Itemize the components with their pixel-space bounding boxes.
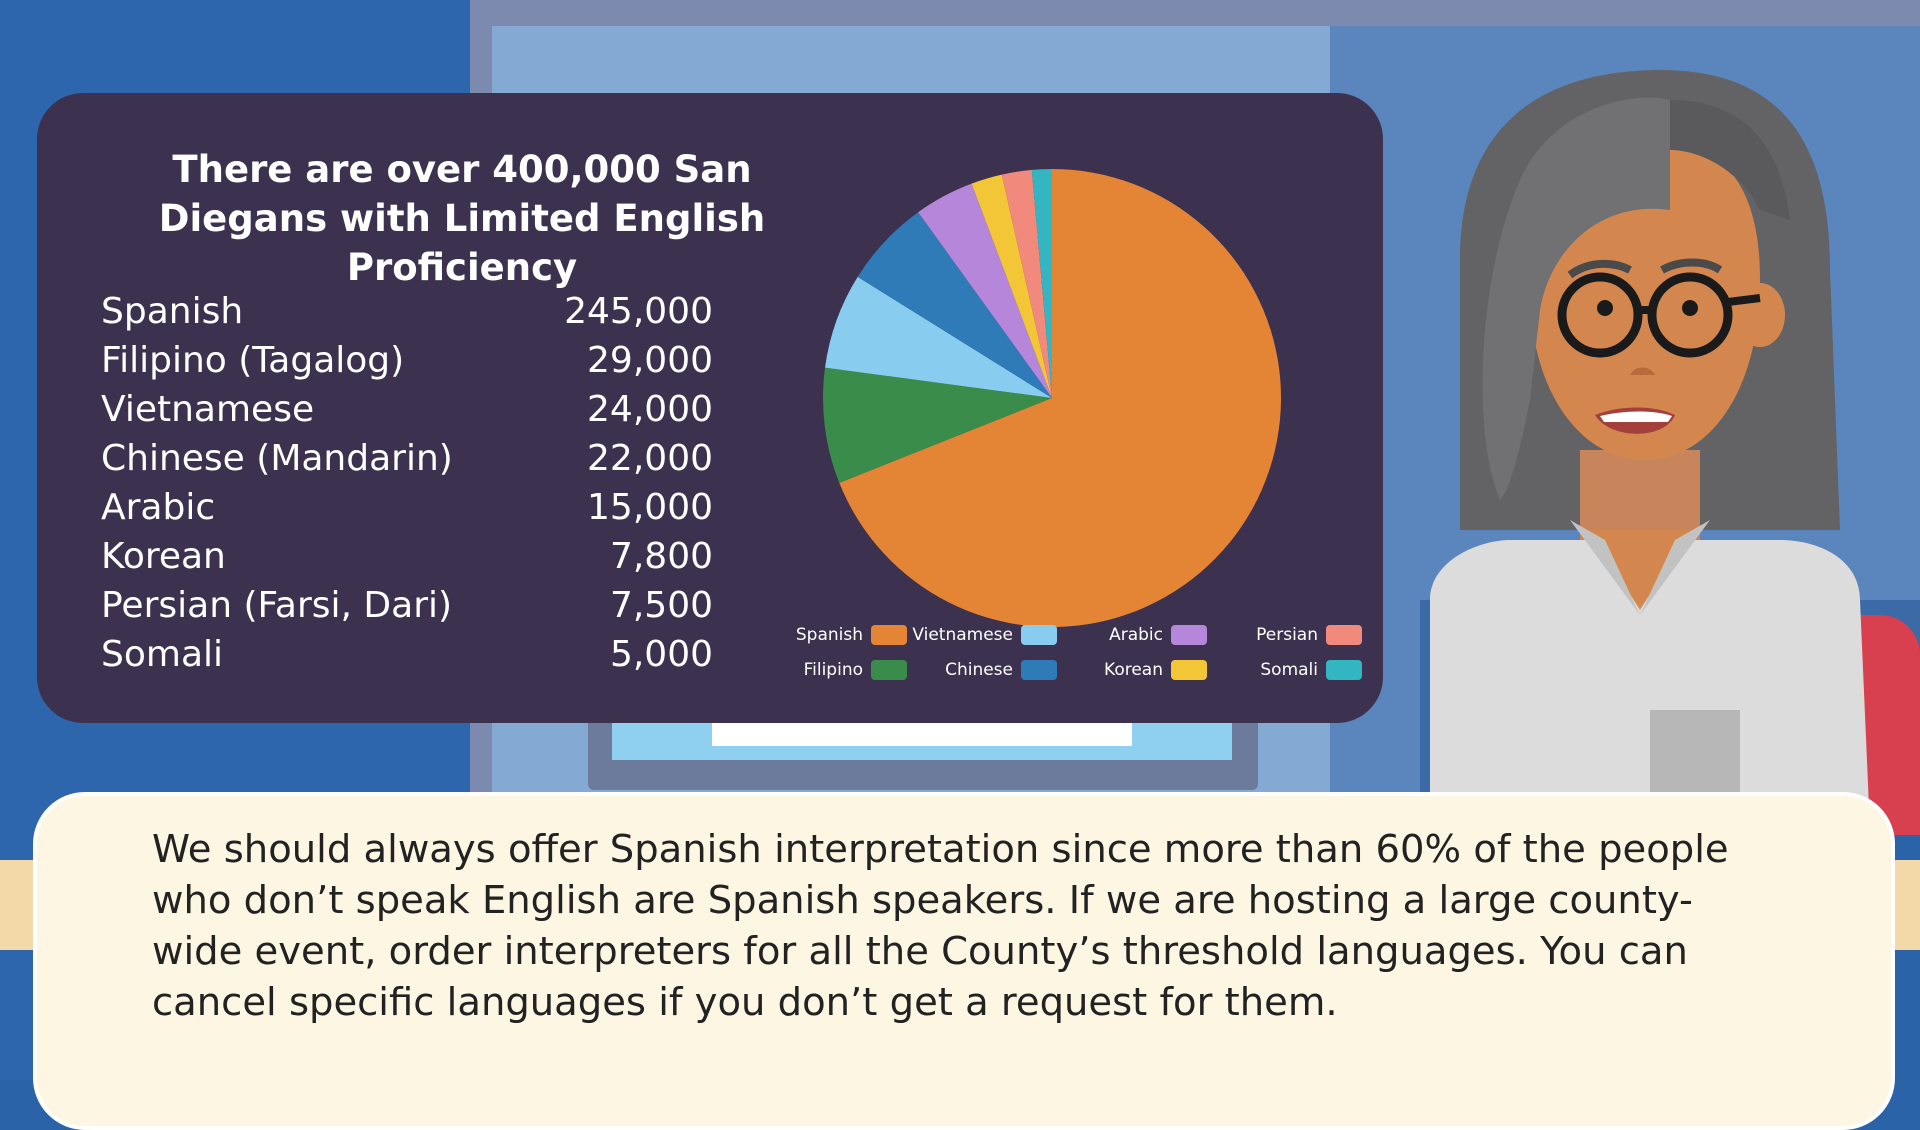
- legend-swatch: [1021, 660, 1057, 680]
- table-language: Spanish: [101, 291, 244, 332]
- table-value: 7,500: [609, 585, 713, 626]
- legend-swatch: [1021, 625, 1057, 645]
- legend-label: Somali: [1260, 660, 1318, 680]
- caption-box: [33, 792, 1895, 1130]
- pie-slice-filipino: [823, 367, 1052, 483]
- caption-text: We should always offer Spanish interpret…: [152, 827, 1729, 1025]
- legend-label: Vietnamese: [912, 625, 1013, 645]
- legend-item: Filipino: [804, 658, 907, 682]
- legend-item: Spanish: [796, 623, 907, 647]
- legend-label: Korean: [1104, 660, 1163, 680]
- pie-slice-spanish: [839, 169, 1281, 627]
- legend-item: Persian: [1256, 623, 1362, 647]
- legend-swatch: [1326, 660, 1362, 680]
- legend-item: Somali: [1260, 658, 1362, 682]
- presenter-illustration: [1430, 70, 1870, 830]
- language-table: Spanish 245,000 Filipino (Tagalog) 29,000 …: [101, 291, 713, 683]
- table-value: 22,000: [587, 438, 713, 479]
- table-language: Arabic: [101, 487, 216, 528]
- chart-legend: Spanish Filipino Vietnamese Chinese Arabic Ko…: [737, 623, 1377, 703]
- table-row: Spanish 245,000: [101, 291, 713, 340]
- table-value: 245,000: [564, 291, 713, 332]
- table-value: 7,800: [609, 536, 713, 577]
- pie-slice-somali: [1031, 169, 1052, 398]
- table-language: Vietnamese: [101, 389, 315, 430]
- legend-item: Arabic: [1109, 623, 1207, 647]
- table-value: 5,000: [609, 634, 713, 675]
- table-language: Persian (Farsi, Dari): [101, 585, 453, 626]
- pie-slice-arabic: [918, 183, 1052, 398]
- legend-swatch: [1326, 625, 1362, 645]
- table-language: Filipino (Tagalog): [101, 340, 405, 381]
- table-row: Filipino (Tagalog) 29,000: [101, 340, 713, 389]
- table-value: 24,000: [587, 389, 713, 430]
- table-row: Korean 7,800: [101, 536, 713, 585]
- chart-title: There are over 400,000 San Diegans with …: [158, 148, 766, 289]
- table-row: Persian (Farsi, Dari) 7,500: [101, 585, 713, 634]
- table-row: Arabic 15,000: [101, 487, 713, 536]
- table-value: 15,000: [587, 487, 713, 528]
- pie-slice-korean: [971, 174, 1052, 398]
- legend-label: Spanish: [795, 625, 863, 645]
- legend-item: Korean: [1104, 658, 1207, 682]
- legend-item: Chinese: [945, 658, 1057, 682]
- legend-swatch: [871, 660, 907, 680]
- pie-slice-vietnamese: [825, 276, 1052, 398]
- pie-slice-chinese: [857, 212, 1052, 398]
- legend-item: Vietnamese: [912, 623, 1057, 647]
- legend-swatch: [1171, 660, 1207, 680]
- table-row: Somali 5,000: [101, 634, 713, 683]
- legend-swatch: [871, 625, 907, 645]
- legend-label: Persian: [1256, 625, 1318, 645]
- table-language: Somali: [101, 634, 224, 675]
- table-value: 29,000: [587, 340, 713, 381]
- table-language: Chinese (Mandarin): [101, 438, 453, 479]
- pie-chart: [823, 169, 1281, 627]
- legend-label: Filipino: [803, 660, 863, 680]
- table-row: Vietnamese 24,000: [101, 389, 713, 438]
- legend-label: Chinese: [945, 660, 1013, 680]
- table-row: Chinese (Mandarin) 22,000: [101, 438, 713, 487]
- pie-slice-persian: [1001, 169, 1052, 398]
- legend-swatch: [1171, 625, 1207, 645]
- table-language: Korean: [101, 536, 226, 577]
- legend-label: Arabic: [1109, 625, 1163, 645]
- chart-card: There are over 400,000 San Diegans with …: [37, 93, 1383, 723]
